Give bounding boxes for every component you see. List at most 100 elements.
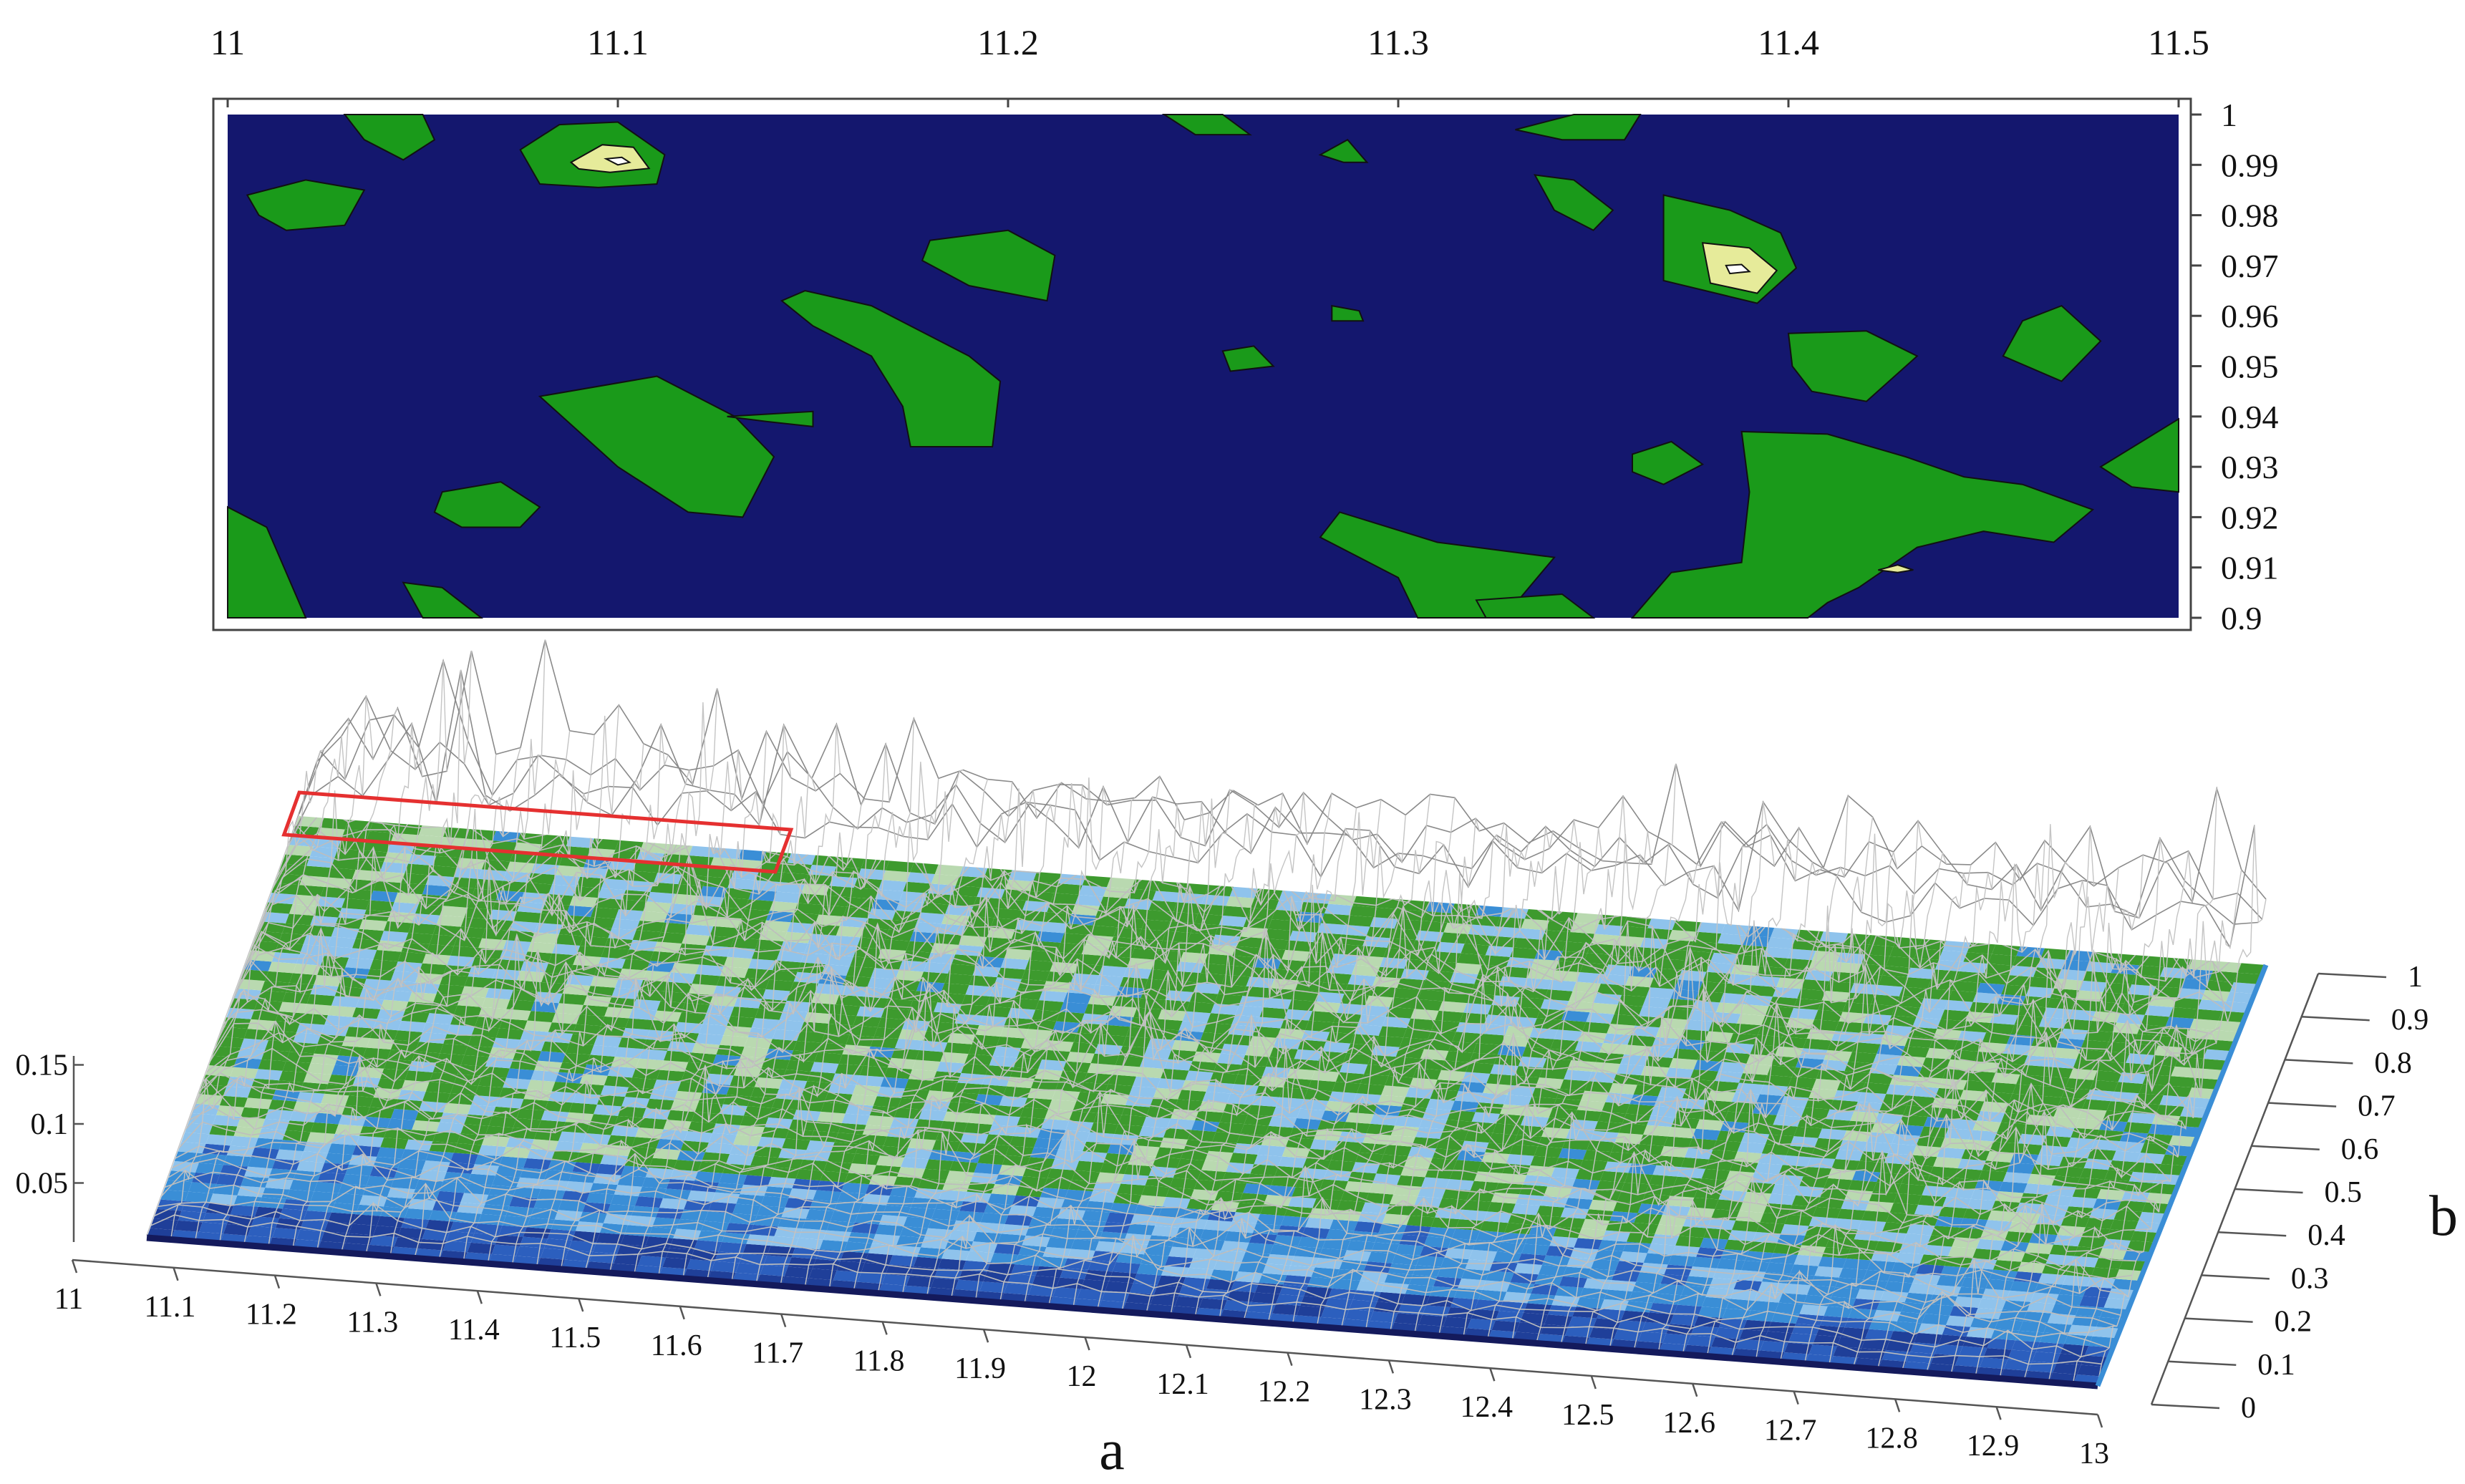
surface-cell [611, 918, 640, 931]
surface-cell [1356, 1083, 1385, 1095]
surface-cell [306, 994, 335, 1006]
surface-cell [498, 1225, 527, 1237]
surface-cell [1970, 1317, 1999, 1329]
surface-cell [349, 1223, 377, 1236]
surface-cell [1861, 1339, 1890, 1350]
surface-cell [1316, 1188, 1345, 1201]
surface-cell [2107, 973, 2136, 985]
surface-cell [1284, 1009, 1313, 1021]
surface-cell [481, 1204, 510, 1216]
surface-cell [748, 889, 777, 901]
surface-cell [650, 882, 679, 894]
surface-cell [492, 1037, 520, 1049]
surface-cell [1980, 973, 2009, 985]
surface-cell [674, 1022, 703, 1034]
surface-cell [1272, 1107, 1301, 1118]
surface-cell [1130, 948, 1159, 960]
surface-cell [506, 930, 535, 942]
surface-cell [2005, 975, 2034, 987]
surface-cell [642, 1108, 671, 1120]
surface-cell [666, 1178, 695, 1190]
surface-cell [1085, 935, 1114, 947]
surface-cell [813, 1190, 841, 1202]
surface-cell [1347, 974, 1377, 986]
surface-cell [1737, 1142, 1766, 1154]
surface-cell [1161, 999, 1190, 1012]
surface-cell [2000, 1241, 2030, 1253]
surface-cell [1884, 1281, 1912, 1293]
surface-cell [645, 1167, 674, 1179]
surface-cell [324, 1153, 353, 1165]
surface-cell [634, 1196, 663, 1208]
surface-cell [1195, 1110, 1224, 1122]
surface-cell [425, 944, 455, 956]
surface-cell [258, 1059, 286, 1071]
surface-cell [833, 1201, 862, 1213]
surface-cell [1564, 1070, 1592, 1082]
surface-cell [276, 1149, 304, 1161]
surface-cell [397, 1020, 426, 1032]
surface-cell [1375, 1233, 1403, 1245]
surface-cell [694, 1102, 723, 1114]
contour-region-peak [1725, 263, 1751, 275]
surface-cell [787, 922, 815, 934]
surface-cell [835, 1063, 863, 1075]
surface-cell [1821, 1118, 1851, 1130]
surface-cell [973, 1231, 1002, 1243]
surface-cell [1203, 1022, 1232, 1034]
surface-cell [945, 904, 974, 916]
surface-cell [962, 926, 991, 938]
surface-cell [1413, 1265, 1441, 1277]
surface-cell [1692, 1128, 1720, 1140]
surface-cell [342, 898, 370, 910]
surface-cell [1760, 1341, 1788, 1352]
surface-cell [296, 885, 324, 897]
surface-cell [1099, 896, 1128, 908]
surface-cell [572, 1162, 601, 1174]
surface-x-tick-label: 11.9 [954, 1352, 1006, 1385]
surface-cell [470, 1233, 499, 1245]
surface-cell [1279, 891, 1307, 902]
surface-cell [1972, 1120, 2002, 1133]
surface-cell [450, 946, 479, 958]
surface-cell [1458, 1081, 1487, 1093]
surface-cell [825, 886, 854, 898]
wire-line [1780, 851, 1947, 1360]
surface-cell [1835, 1149, 1864, 1161]
surface-x-tick-mark [173, 1267, 179, 1281]
surface-x-tick-mark [679, 1306, 685, 1320]
surface-cell [1790, 1264, 1819, 1276]
surface-cell [2087, 1276, 2116, 1289]
surface-cell [987, 1193, 1016, 1206]
surface-cell [1511, 1203, 1541, 1216]
surface-cell [1655, 1027, 1685, 1039]
surface-cell [760, 1196, 789, 1208]
surface-cell [429, 1003, 457, 1015]
surface-cell [1955, 1355, 1984, 1367]
surface-cell [1305, 1217, 1334, 1229]
wire-line [658, 772, 816, 1275]
surface-cell [878, 1215, 908, 1226]
surface-cell [1748, 1113, 1777, 1125]
surface-cell [1696, 1247, 1725, 1259]
surface-y-tick-mark [2251, 1145, 2320, 1151]
surface-cell [397, 1227, 426, 1239]
surface-cell [1715, 1327, 1743, 1339]
wire-line [1219, 799, 1382, 1317]
surface-cell [961, 1063, 989, 1075]
surface-cell [1102, 956, 1131, 968]
surface-cell [1618, 1122, 1647, 1135]
surface-cell [755, 870, 784, 883]
surface-cell [1098, 1034, 1127, 1046]
surface-cell [720, 897, 749, 909]
surface-cell [505, 1137, 534, 1149]
surface-cell [838, 1054, 867, 1066]
surface-cell [2042, 1135, 2071, 1148]
surface-cell [791, 1247, 820, 1259]
surface-cell [1717, 1259, 1745, 1271]
surface-cell [1707, 1090, 1735, 1102]
wire-line [1414, 820, 1579, 1332]
surface-cell [555, 934, 584, 946]
surface-cell [1778, 1165, 1808, 1177]
surface-cell [468, 1173, 496, 1185]
